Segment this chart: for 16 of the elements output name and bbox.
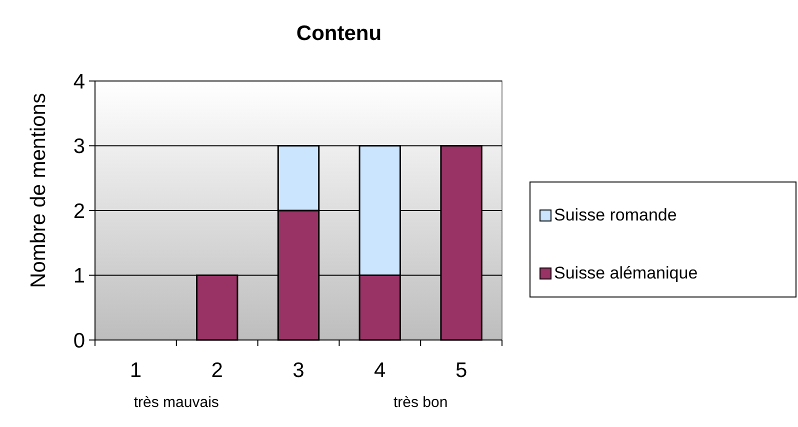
chart-title: Contenu <box>296 22 382 45</box>
x-tick-label: 5 <box>455 359 468 382</box>
y-tick-label: 4 <box>73 70 86 94</box>
y-axis-title: Nombre de mentions <box>27 93 50 288</box>
y-tick-label: 1 <box>73 264 85 288</box>
y-tick-label: 3 <box>73 135 85 158</box>
y-tick-label: 0 <box>73 329 85 352</box>
y-tick-label: 2 <box>73 200 85 223</box>
x-tick-label: 4 <box>374 359 386 382</box>
x-tick-label: 3 <box>292 359 304 382</box>
legend-label: Suisse alémanique <box>554 263 698 282</box>
legend-label: Suisse romande <box>554 205 677 224</box>
x-tick-label: 1 <box>130 359 142 382</box>
text: très bon <box>394 394 448 411</box>
x-tick-label: 2 <box>211 359 223 382</box>
text: très mauvais <box>134 394 219 411</box>
